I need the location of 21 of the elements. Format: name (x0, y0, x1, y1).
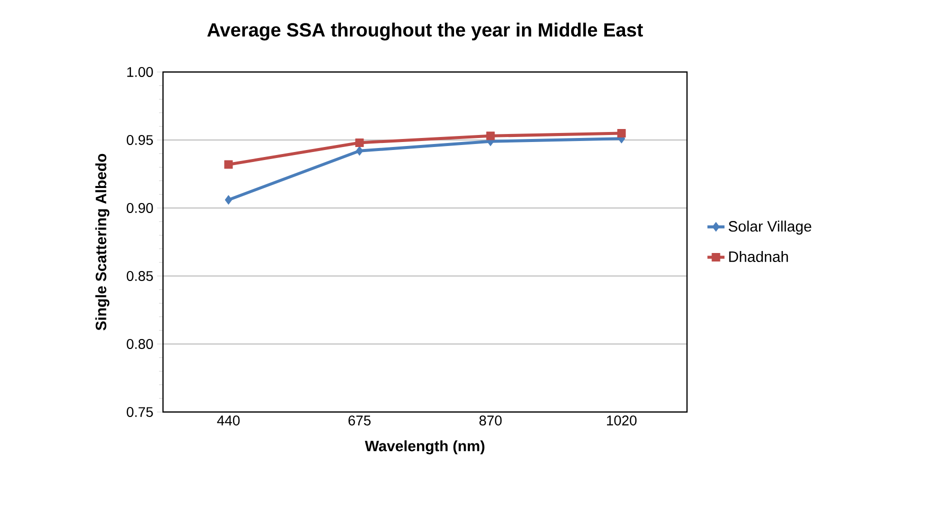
y-tick-label: 0.80 (126, 339, 153, 349)
x-tick-label: 1020 (607, 416, 637, 426)
y-tick-label: 0.75 (126, 407, 153, 417)
x-tick-label: 675 (348, 416, 371, 426)
y-tick-label: 0.85 (126, 271, 153, 281)
point (486, 132, 495, 140)
point (224, 195, 232, 205)
point (355, 138, 364, 147)
point (617, 128, 626, 138)
chart-title: Average SSA throughout the year in Middle East (207, 22, 643, 40)
point (356, 146, 364, 156)
legend-label: Solar Village (728, 220, 812, 235)
y-tick-label: 0.95 (126, 135, 153, 145)
legend-label: Dhadnah (729, 251, 788, 262)
y-axis-title: Single Scattering Albedo (95, 154, 110, 330)
point (224, 160, 233, 169)
y-tick-label: 0.90 (126, 203, 153, 213)
y-tick-label: 1.00 (127, 67, 153, 77)
x-tick-label: 870 (479, 416, 502, 426)
x-axis-title: Wavelength (nm) (364, 440, 484, 454)
x-tick-label: 440 (217, 416, 240, 426)
